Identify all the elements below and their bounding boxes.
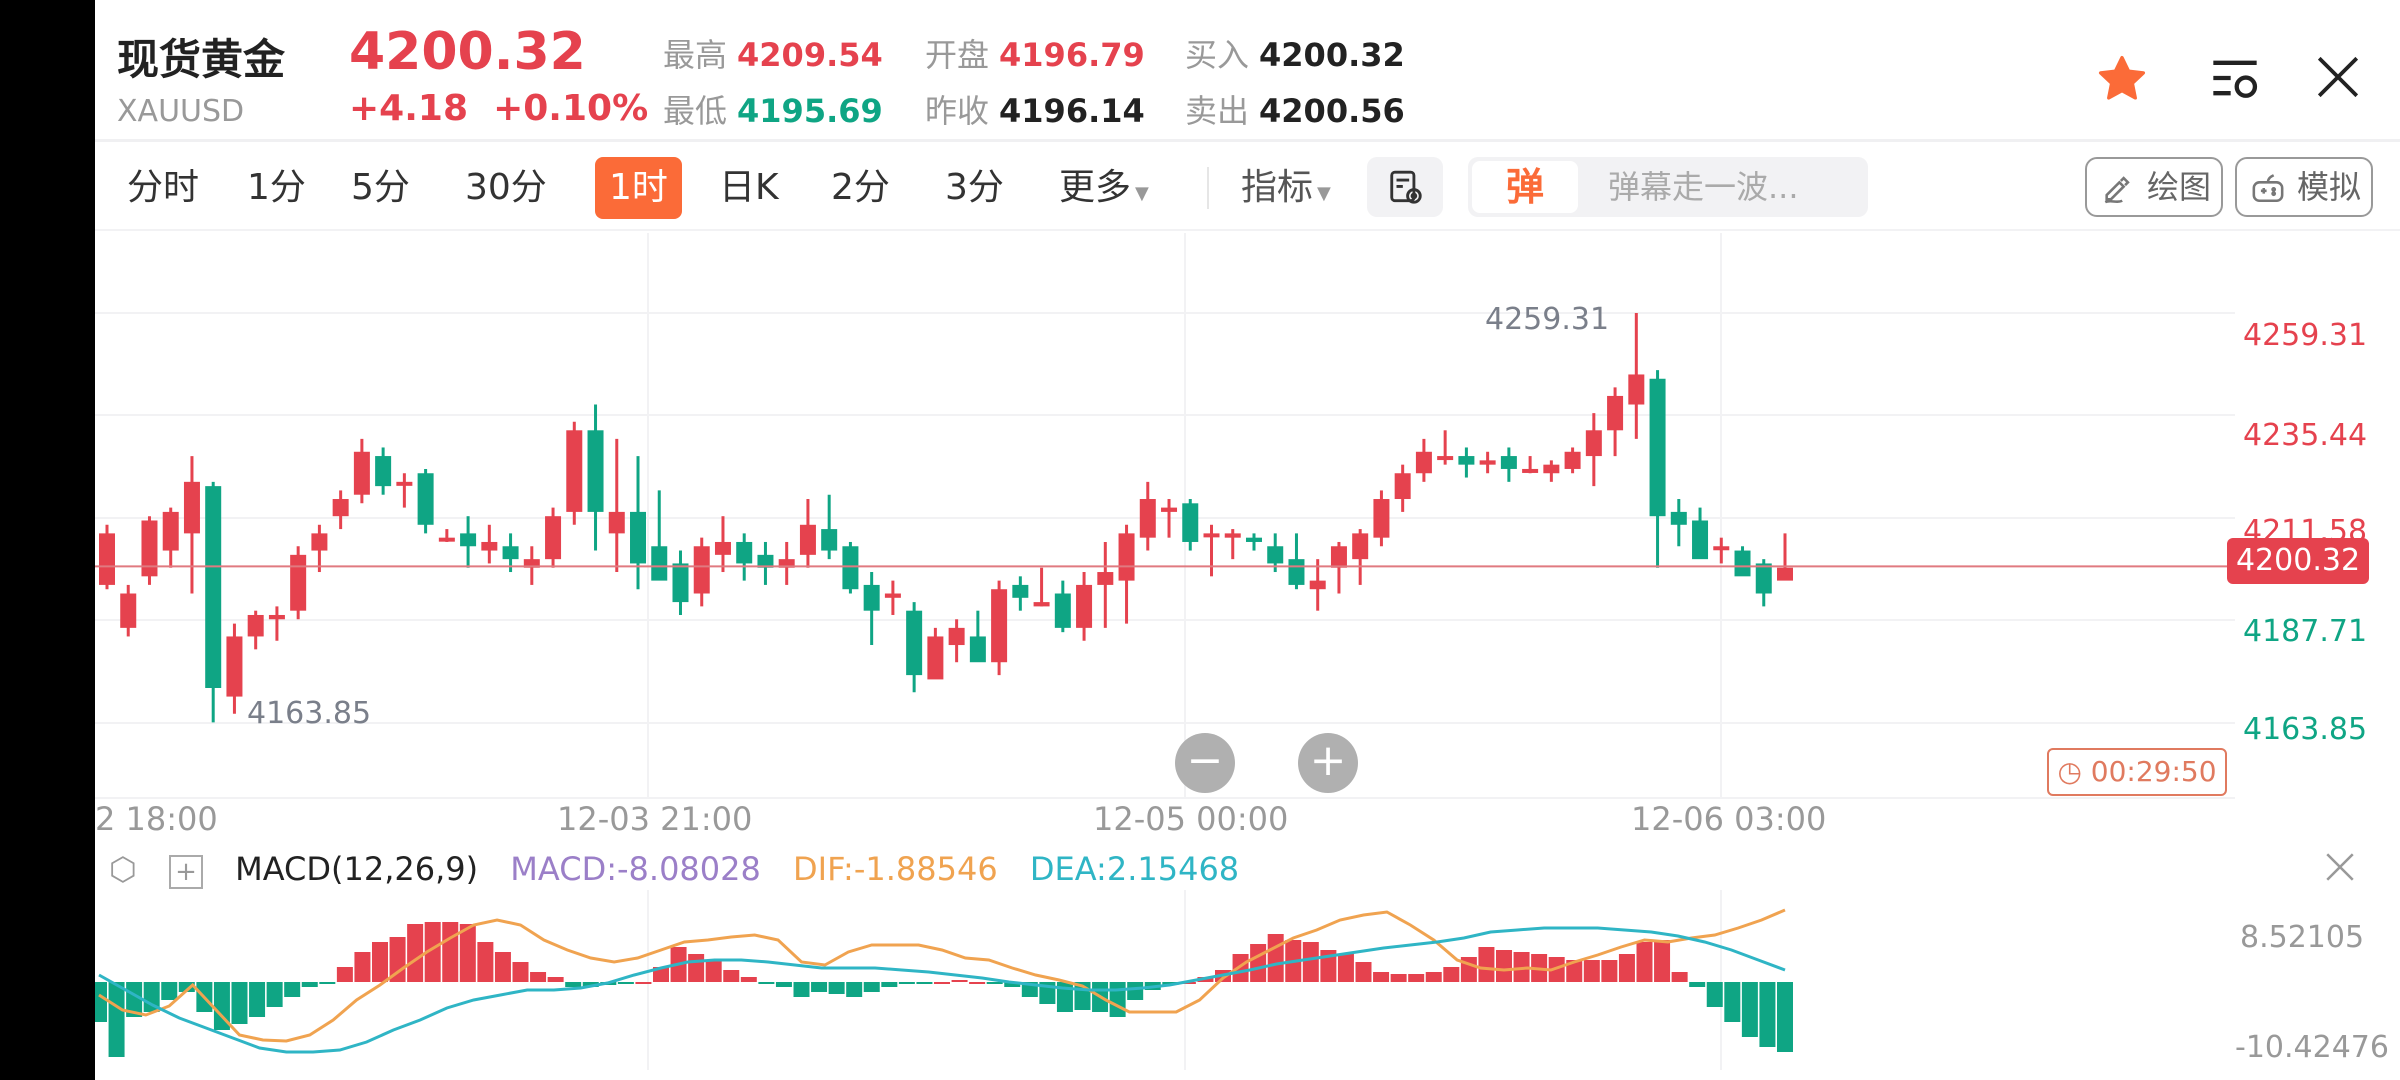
ask-value: 4200.56 (1259, 92, 1405, 130)
x-tick-1: 2 18:00 (95, 800, 218, 838)
indicator-settings-button[interactable] (1367, 157, 1443, 217)
x-tick-3: 12-05 00:00 (1093, 800, 1289, 838)
zoom-in-button[interactable]: + (1298, 733, 1358, 793)
prev-close-field: 昨收 4196.14 (925, 86, 1145, 132)
low-field: 最低 4195.69 (663, 86, 883, 132)
open-value: 4196.79 (999, 36, 1145, 74)
instrument-symbol: XAUUSD (117, 94, 245, 129)
dif-value: DIF:-1.88546 (793, 850, 998, 888)
prev-close-label: 昨收 (925, 92, 990, 130)
caret-down-icon: ▼ (1135, 183, 1149, 204)
macd-title: MACD(12,26,9) (235, 850, 479, 888)
app-window: 现货黄金 XAUUSD 4200.32 +4.18 +0.10% 最高 4209.… (95, 0, 2400, 1080)
last-price: 4200.32 (349, 22, 586, 82)
add-indicator-icon[interactable]: + (169, 855, 203, 889)
draw-button[interactable]: 绘图 (2085, 157, 2224, 217)
list-refresh-icon[interactable] (2209, 52, 2261, 108)
gamepad-icon (2252, 174, 2284, 203)
close-macd-icon[interactable] (2323, 850, 2357, 888)
high-label: 最高 (663, 36, 728, 74)
simulate-button[interactable]: 模拟 (2235, 157, 2374, 217)
more-label: 更多 (1059, 167, 1132, 208)
ask-label: 卖出 (1185, 92, 1250, 130)
x-tick-4: 12-06 03:00 (1631, 800, 1827, 838)
current-price-tag: 4200.32 (2227, 538, 2369, 584)
macd-value: MACD:-8.08028 (510, 850, 761, 888)
high-value: 4209.54 (737, 36, 883, 74)
high-marker: 4259.31 (1485, 302, 1610, 337)
ask-field: 卖出 4200.56 (1185, 86, 1405, 132)
tab-1min[interactable]: 1分 (247, 167, 306, 208)
toolbar-divider (1207, 167, 1209, 209)
quote-header: 现货黄金 XAUUSD 4200.32 +4.18 +0.10% 最高 4209.… (95, 0, 2400, 142)
danmu-placeholder: 弹幕走一波... (1608, 168, 1799, 206)
open-field: 开盘 4196.79 (925, 30, 1145, 76)
bid-label: 买入 (1185, 36, 1250, 74)
instrument-title: 现货黄金 (117, 35, 286, 84)
zoom-out-button[interactable]: − (1175, 733, 1235, 793)
indicator-dropdown[interactable]: 指标 ▼ (1227, 157, 1345, 219)
low-marker: 4163.85 (247, 696, 372, 731)
x-tick-2: 12-03 21:00 (557, 800, 753, 838)
low-value: 4195.69 (737, 92, 883, 130)
tab-30min[interactable]: 30分 (465, 167, 547, 208)
price-change: +4.18 +0.10% (349, 88, 648, 129)
macd-header: ⬡ + MACD(12,26,9) MACD:-8.08028 DIF:-1.8… (109, 850, 1261, 889)
open-label: 开盘 (925, 36, 990, 74)
macd-y-top: 8.52105 (2240, 920, 2365, 955)
chart-divider (95, 797, 2235, 799)
tab-5min[interactable]: 5分 (351, 167, 410, 208)
tab-2min[interactable]: 2分 (831, 167, 890, 208)
y-tick-5: 4163.85 (2243, 712, 2368, 747)
simulate-label: 模拟 (2297, 168, 2362, 206)
change-percent: +0.10% (493, 88, 649, 129)
tab-more[interactable]: 更多 ▼ (1045, 157, 1163, 219)
candle-countdown: ◷ 00:29:50 (2047, 748, 2227, 796)
bid-field: 买入 4200.32 (1185, 30, 1405, 76)
tab-fenshi[interactable]: 分时 (127, 167, 200, 208)
danmu-toggle-icon[interactable]: 弹 (1472, 161, 1578, 213)
bid-value: 4200.32 (1259, 36, 1405, 74)
tab-3min[interactable]: 3分 (945, 167, 1004, 208)
y-tick-2: 4235.44 (2243, 418, 2368, 453)
change-value: +4.18 (349, 88, 468, 129)
y-tick-1: 4259.31 (2243, 318, 2368, 353)
prev-close-value: 4196.14 (999, 92, 1145, 130)
tab-1hour[interactable]: 1时 (595, 157, 682, 219)
dea-value: DEA:2.15468 (1029, 850, 1240, 888)
caret-down-icon: ▼ (1317, 183, 1331, 204)
candlestick-chart[interactable] (95, 233, 2235, 798)
y-tick-4: 4187.71 (2243, 614, 2368, 649)
macd-chart[interactable] (95, 890, 2235, 1070)
macd-y-bottom: -10.42476 (2235, 1030, 2389, 1065)
period-toolbar: 分时 1分 5分 30分 1时 日K 2分 3分 更多 ▼ 指标 ▼ 弹 弹幕走一波… (95, 145, 2400, 231)
danmu-input[interactable]: 弹 弹幕走一波... (1468, 157, 1868, 217)
star-icon[interactable] (2095, 52, 2149, 110)
close-icon[interactable] (2313, 52, 2363, 106)
high-field: 最高 4209.54 (663, 30, 883, 76)
settings-hexagon-icon[interactable]: ⬡ (109, 850, 137, 888)
history-icon: ◷ (2057, 755, 2091, 788)
indicator-label: 指标 (1241, 167, 1314, 208)
pencil-icon (2104, 176, 2130, 204)
low-label: 最低 (663, 92, 728, 130)
draw-label: 绘图 (2147, 168, 2212, 206)
tab-daily[interactable]: 日K (719, 167, 779, 208)
countdown-value: 00:29:50 (2090, 755, 2217, 788)
